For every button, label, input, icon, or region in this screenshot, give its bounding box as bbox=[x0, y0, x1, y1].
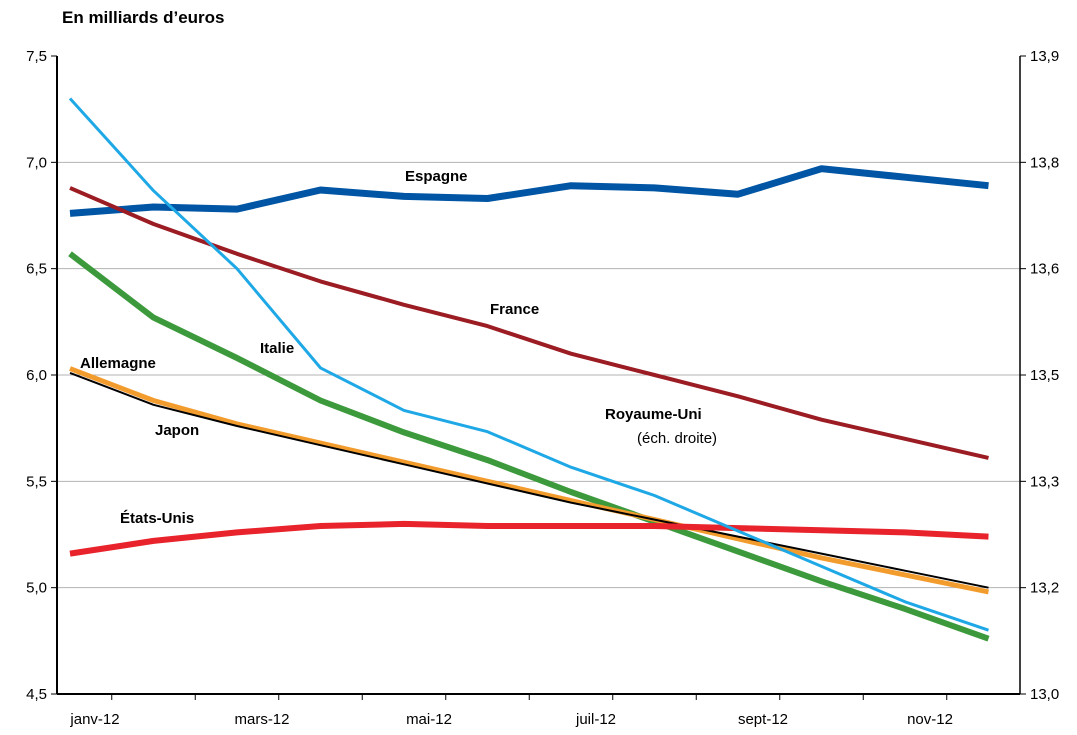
axes: 7,5 7,0 6,5 6,0 5,5 5,0 4,5 13,9 13,8 13,6 13,5 13,… bbox=[26, 48, 1059, 728]
series-labels: Espagne France Italie Allemagne Japon États-U… bbox=[80, 168, 717, 527]
y-left-tick-label: 5,0 bbox=[26, 580, 47, 597]
series-lines bbox=[68, 97, 990, 642]
series-line-Italie bbox=[68, 251, 990, 642]
series-label: Espagne bbox=[405, 168, 468, 185]
series-label: Royaume-Uni bbox=[605, 406, 702, 423]
series-line-Royaume-Uni bbox=[68, 97, 989, 632]
series-line-Japon bbox=[69, 371, 989, 589]
series-line-Espagne bbox=[69, 165, 989, 217]
y-right-tick-label: 13,0 bbox=[1030, 686, 1059, 703]
series-label: Allemagne bbox=[80, 355, 156, 372]
y-right-tick-label: 13,6 bbox=[1030, 261, 1059, 278]
y-left-tick-label: 4,5 bbox=[26, 686, 47, 703]
x-tick-label: janv-12 bbox=[69, 711, 119, 728]
series-line-France bbox=[69, 186, 989, 460]
y-right-tick-label: 13,5 bbox=[1030, 367, 1059, 384]
y-left-tick-label: 7,5 bbox=[26, 48, 47, 65]
x-tick-label: mars-12 bbox=[234, 711, 289, 728]
series-label: (éch. droite) bbox=[637, 430, 717, 447]
y-left-tick-label: 7,0 bbox=[26, 154, 47, 171]
x-tick-label: sept-12 bbox=[738, 711, 788, 728]
series-line-Allemagne bbox=[69, 366, 989, 595]
y-right-tick-label: 13,2 bbox=[1030, 580, 1059, 597]
series-label: États-Unis bbox=[120, 510, 194, 527]
chart-title: En milliards d’euros bbox=[62, 8, 225, 27]
series-label: France bbox=[490, 301, 539, 318]
series-label: Italie bbox=[260, 340, 294, 357]
x-tick-label: juil-12 bbox=[575, 711, 616, 728]
series-label: Japon bbox=[155, 422, 199, 439]
y-right-tick-label: 13,9 bbox=[1030, 48, 1059, 65]
x-tick-label: nov-12 bbox=[907, 711, 953, 728]
y-left-tick-label: 6,5 bbox=[26, 261, 47, 278]
y-right-tick-label: 13,3 bbox=[1030, 473, 1059, 490]
y-left-tick-label: 6,0 bbox=[26, 367, 47, 384]
x-tick-label: mai-12 bbox=[406, 711, 452, 728]
y-right-tick-label: 13,8 bbox=[1030, 154, 1059, 171]
series-line-États-Unis bbox=[69, 520, 989, 557]
y-left-tick-label: 5,5 bbox=[26, 473, 47, 490]
